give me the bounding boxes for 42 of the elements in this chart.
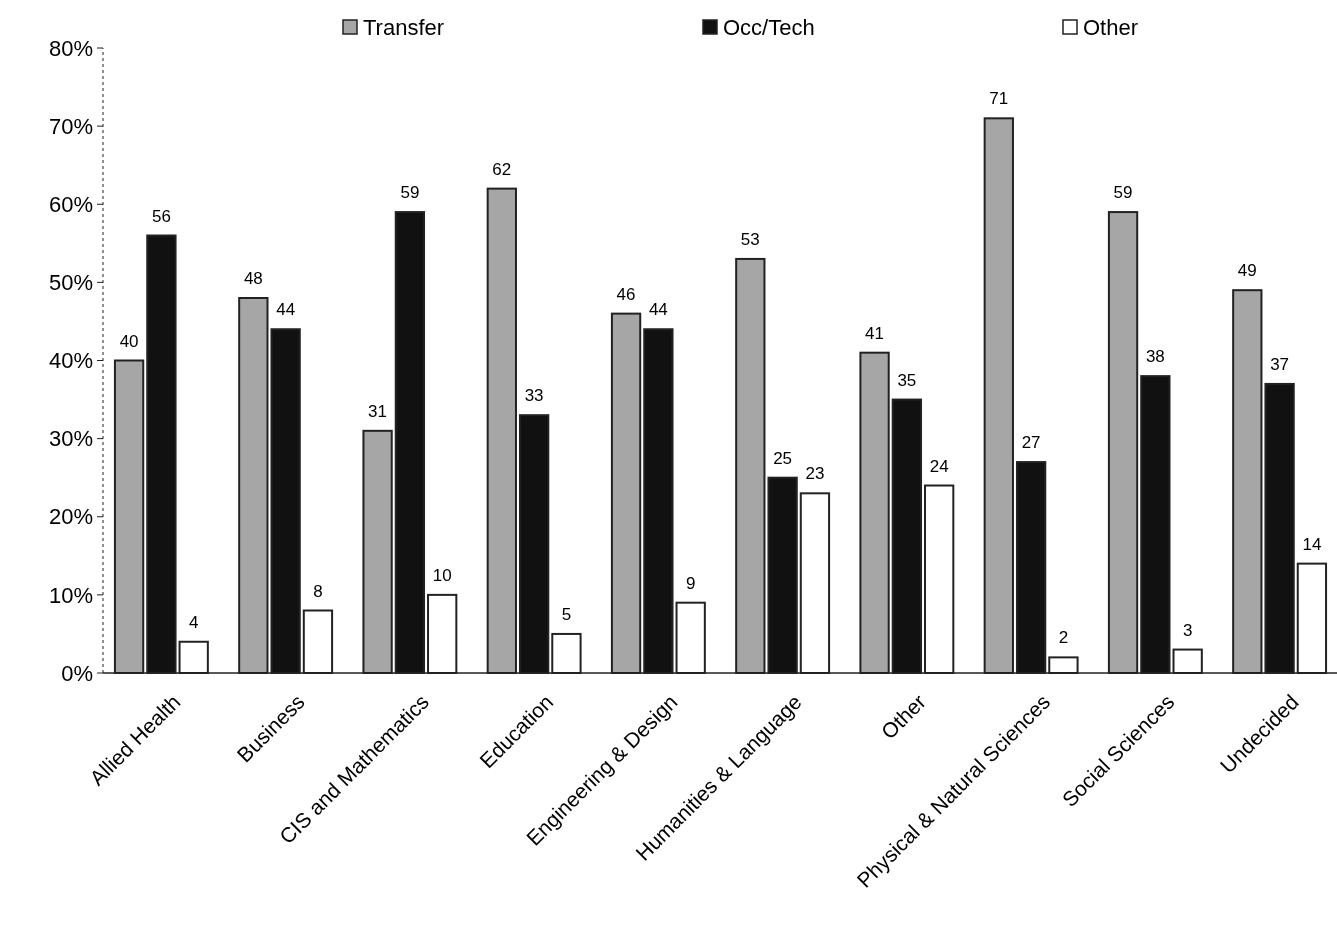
data-label: 35 — [897, 370, 917, 390]
data-label: 9 — [685, 573, 696, 593]
legend-label: Occ/Tech — [723, 14, 815, 40]
data-label: 2 — [1058, 628, 1069, 648]
data-label: 44 — [276, 300, 296, 320]
y-tick-label: 40% — [48, 348, 93, 374]
data-label: 56 — [151, 206, 171, 226]
data-label: 53 — [740, 229, 760, 249]
data-label: 44 — [648, 300, 668, 320]
data-label: 4 — [188, 612, 199, 632]
y-tick-label: 70% — [48, 113, 93, 139]
data-label: 5 — [561, 604, 572, 624]
data-label: 25 — [773, 448, 793, 468]
data-label: 38 — [1145, 347, 1165, 367]
data-label: 62 — [492, 159, 512, 179]
data-label: 3 — [1182, 620, 1193, 640]
data-label: 49 — [1237, 261, 1257, 281]
y-tick-label: 10% — [48, 582, 93, 608]
y-tick-label: 0% — [61, 660, 93, 686]
data-label: 46 — [616, 284, 636, 304]
y-tick-label: 60% — [48, 191, 93, 217]
y-tick-label: 50% — [48, 270, 93, 296]
data-label: 24 — [929, 456, 949, 476]
data-label: 59 — [400, 183, 420, 203]
data-label: 48 — [243, 269, 263, 288]
data-label: 40 — [119, 331, 139, 351]
data-label: 33 — [524, 386, 544, 406]
data-label: 8 — [313, 581, 323, 601]
y-tick-label: 80% — [48, 35, 93, 61]
data-label: 31 — [368, 401, 388, 421]
legend-label: Transfer — [363, 14, 445, 40]
y-tick-label: 30% — [48, 426, 93, 452]
data-label: 59 — [1113, 183, 1133, 203]
data-label: 37 — [1270, 354, 1290, 374]
legend-label: Other — [1083, 14, 1139, 40]
data-label: 10 — [432, 565, 452, 585]
data-label: 71 — [989, 89, 1009, 109]
y-tick-label: 20% — [48, 504, 93, 530]
data-label: 41 — [865, 323, 885, 343]
data-label: 23 — [805, 464, 825, 484]
data-label: 27 — [1021, 433, 1041, 453]
data-label: 14 — [1302, 534, 1322, 554]
